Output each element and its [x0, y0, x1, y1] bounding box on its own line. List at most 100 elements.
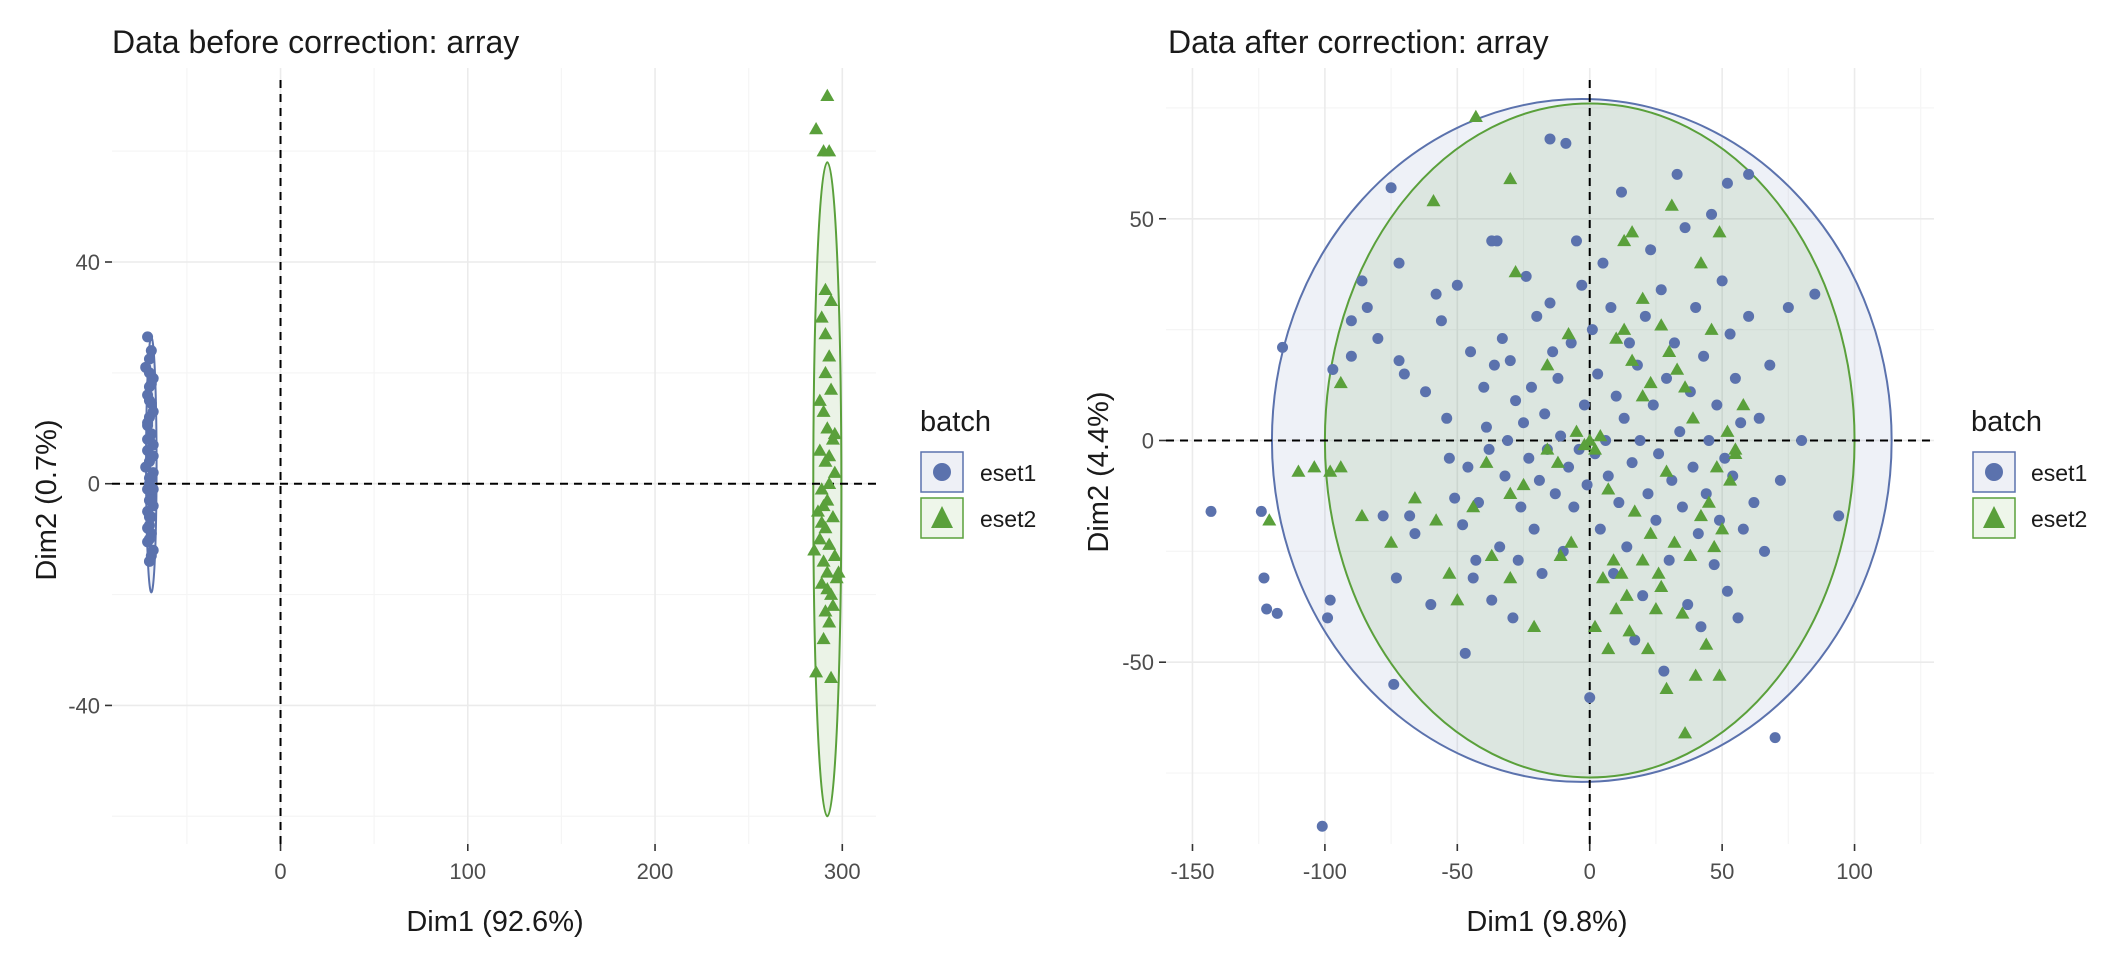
point-eset1 — [1663, 554, 1675, 566]
point-eset2 — [1333, 375, 1348, 389]
point-eset2 — [1625, 225, 1640, 238]
point-eset2 — [1601, 641, 1616, 655]
point-eset2 — [809, 665, 824, 678]
point-eset2 — [1516, 477, 1531, 491]
point-eset2 — [1704, 322, 1719, 335]
point-eset2 — [1651, 566, 1666, 579]
point-eset1 — [1700, 488, 1712, 500]
point-eset2 — [1593, 429, 1608, 442]
point-eset1 — [1711, 399, 1723, 411]
point-eset1 — [1372, 332, 1384, 344]
point-eset2 — [820, 421, 835, 434]
point-eset1 — [1547, 346, 1559, 358]
legend-marker-circle — [933, 463, 951, 481]
point-eset2 — [1561, 327, 1576, 340]
point-eset2 — [820, 582, 835, 595]
point-eset1 — [1653, 448, 1665, 460]
point-eset1 — [140, 461, 152, 473]
point-eset1 — [1610, 390, 1622, 402]
point-eset2 — [1654, 318, 1669, 331]
point-eset1 — [1393, 257, 1405, 269]
point-eset1 — [1695, 621, 1707, 633]
point-eset1 — [1390, 572, 1402, 584]
y-tick-label: 50 — [1130, 207, 1154, 232]
point-eset2 — [1429, 513, 1444, 526]
point-eset2 — [1588, 619, 1603, 632]
point-eset1 — [1724, 328, 1736, 340]
point-eset1 — [1324, 594, 1336, 606]
point-eset1 — [1753, 412, 1765, 424]
point-eset1 — [145, 550, 157, 562]
grid — [112, 68, 876, 844]
point-eset2 — [1648, 601, 1663, 615]
point-eset1 — [1465, 346, 1477, 358]
point-eset1 — [1563, 461, 1575, 473]
point-eset1 — [1674, 426, 1686, 438]
chart-title: Data before correction: array — [112, 24, 519, 60]
x-tick-label: 200 — [637, 859, 674, 884]
x-tick-label: 100 — [1836, 859, 1873, 884]
point-eset1 — [1735, 417, 1747, 429]
point-eset2 — [822, 615, 837, 628]
point-eset1 — [1544, 133, 1556, 145]
point-eset1 — [1594, 523, 1606, 535]
point-eset1 — [142, 433, 154, 445]
point-eset2 — [1503, 570, 1518, 584]
point-eset1 — [1385, 182, 1397, 194]
point-eset2 — [822, 537, 837, 550]
point-eset1 — [1721, 585, 1733, 597]
point-eset1 — [1486, 235, 1498, 247]
point-eset2 — [1550, 455, 1565, 468]
point-eset2 — [1291, 464, 1306, 477]
point-eset2 — [1712, 225, 1727, 238]
point-eset2 — [1619, 588, 1634, 601]
point-eset1 — [1570, 235, 1582, 247]
point-eset1 — [1520, 270, 1532, 282]
point-eset1 — [1703, 434, 1715, 446]
point-eset1 — [1658, 665, 1670, 677]
point-eset1 — [1443, 452, 1455, 464]
point-eset1 — [1796, 434, 1808, 446]
point-eset2 — [1635, 389, 1650, 402]
point-eset1 — [1480, 421, 1492, 433]
point-eset2 — [1667, 535, 1682, 548]
point-eset2 — [1707, 539, 1722, 553]
point-eset1 — [1377, 510, 1389, 522]
point-eset1 — [1642, 488, 1654, 500]
point-eset1 — [142, 331, 154, 343]
point-eset1 — [143, 367, 155, 379]
point-eset1 — [1356, 275, 1368, 287]
point-eset1 — [1708, 559, 1720, 571]
legend: batch eset1 eset2 — [920, 406, 1036, 539]
point-eset2 — [1614, 566, 1629, 579]
point-eset2 — [1354, 508, 1369, 522]
point-eset2 — [1508, 264, 1523, 278]
point-eset2 — [1643, 375, 1658, 389]
point-eset1 — [1634, 434, 1646, 446]
point-eset1 — [1525, 381, 1537, 393]
point-eset2 — [1553, 548, 1568, 562]
point-eset1 — [1581, 479, 1593, 491]
point-eset2 — [1723, 473, 1738, 486]
point-eset2 — [1688, 668, 1703, 681]
point-eset1 — [1435, 315, 1447, 327]
y-axis-label: Dim2 (0.7%) — [31, 419, 63, 580]
point-eset1 — [1205, 505, 1217, 517]
point-eset1 — [145, 378, 157, 390]
y-tick-label: 40 — [76, 250, 100, 275]
point-eset2 — [1577, 437, 1592, 451]
point-eset1 — [1732, 612, 1744, 624]
point-eset2 — [818, 327, 833, 340]
point-eset2 — [820, 565, 835, 578]
point-eset1 — [1271, 607, 1283, 619]
point-eset2 — [809, 121, 824, 135]
point-eset2 — [816, 404, 831, 417]
legend-label-eset2: eset2 — [2031, 506, 2087, 532]
point-eset1 — [1743, 168, 1755, 180]
legend-title: batch — [1971, 406, 2042, 438]
point-eset1 — [1629, 634, 1641, 646]
point-eset2 — [1503, 171, 1518, 185]
point-eset1 — [1507, 612, 1519, 624]
point-eset1 — [1518, 417, 1530, 429]
